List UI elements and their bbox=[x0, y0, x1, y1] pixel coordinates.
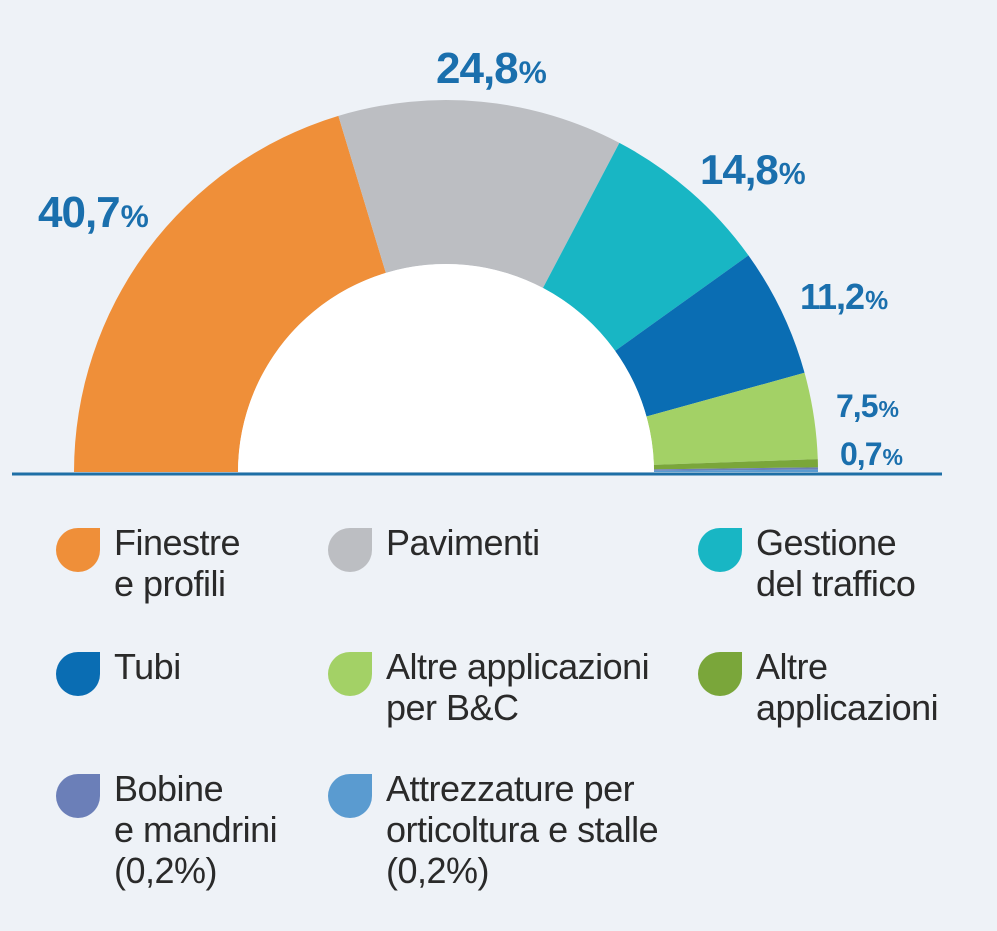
slice-3 bbox=[615, 255, 805, 417]
legend-label: Pavimenti bbox=[386, 522, 540, 563]
legend-swatch-altre-applicazioni-bc bbox=[328, 652, 372, 696]
legend-swatch-gestione-traffico bbox=[698, 528, 742, 572]
legend-item-tubi: Tubi bbox=[56, 646, 181, 696]
donut-hole bbox=[238, 264, 654, 472]
value-label-finestre: 40,7% bbox=[38, 188, 149, 237]
legend-item-finestre: Finestre e profili bbox=[56, 522, 241, 604]
legend-swatch-altre-applicazioni bbox=[698, 652, 742, 696]
slice-4 bbox=[646, 372, 818, 465]
legend-label: Tubi bbox=[114, 646, 181, 687]
value-label-pavimenti: 24,8% bbox=[436, 44, 547, 93]
legend-swatch-attrezzature bbox=[328, 774, 372, 818]
semi-donut-chart bbox=[12, 100, 942, 476]
value-label-altre-applicazioni: 0,7% bbox=[840, 436, 903, 472]
legend-label: Attrezzature per orticoltura e stalle (0… bbox=[386, 768, 659, 891]
legend-item-gestione-traffico: Gestione del traffico bbox=[698, 522, 916, 604]
slice-7 bbox=[653, 469, 818, 472]
legend-label: Altre applicazioni per B&C bbox=[386, 646, 650, 728]
slice-0 bbox=[74, 115, 386, 472]
chart-svg bbox=[12, 100, 942, 476]
legend-swatch-tubi bbox=[56, 652, 100, 696]
legend-item-bobine: Bobine e mandrini (0,2%) bbox=[56, 768, 278, 891]
legend-swatch-finestre bbox=[56, 528, 100, 572]
value-label-gestione-traffico: 14,8% bbox=[700, 146, 806, 193]
slice-1 bbox=[338, 100, 620, 288]
legend-label: Gestione del traffico bbox=[756, 522, 916, 604]
legend-swatch-bobine bbox=[56, 774, 100, 818]
slice-5 bbox=[653, 459, 818, 470]
legend-item-pavimenti: Pavimenti bbox=[328, 522, 540, 572]
slice-6 bbox=[653, 467, 818, 471]
value-label-altre-applicazioni-bc: 7,5% bbox=[836, 388, 899, 424]
legend-label: Finestre e profili bbox=[114, 522, 241, 604]
value-label-tubi: 11,2% bbox=[800, 276, 888, 317]
legend-item-altre-applicazioni-bc: Altre applicazioni per B&C bbox=[328, 646, 650, 728]
legend-item-attrezzature: Attrezzature per orticoltura e stalle (0… bbox=[328, 768, 659, 891]
legend-label: Altre applicazioni bbox=[756, 646, 939, 728]
slice-2 bbox=[542, 142, 749, 351]
legend-label: Bobine e mandrini (0,2%) bbox=[114, 768, 278, 891]
legend-item-altre-applicazioni: Altre applicazioni bbox=[698, 646, 939, 728]
legend-swatch-pavimenti bbox=[328, 528, 372, 572]
